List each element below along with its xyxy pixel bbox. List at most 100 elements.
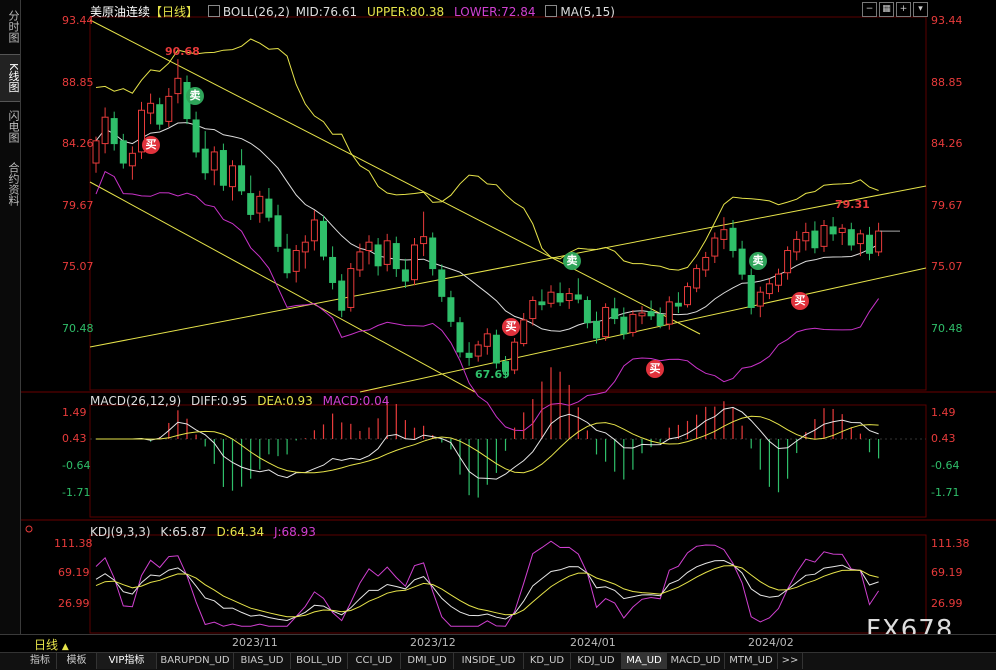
- kdj-settings-icon: [25, 525, 33, 533]
- trend-line: [89, 181, 476, 393]
- sell-signal-badge[interactable]: 卖: [563, 252, 581, 270]
- price-axis-right-5: 70.48: [931, 322, 963, 335]
- candle-body: [829, 226, 837, 235]
- candle-body: [556, 293, 564, 303]
- candle-body: [593, 320, 600, 339]
- candle-body: [274, 215, 282, 247]
- tab-inside-ud[interactable]: INSIDE_UD: [454, 653, 524, 669]
- candle-body: [802, 231, 810, 242]
- tab-dmi-ud[interactable]: DMI_UD: [401, 653, 454, 669]
- candle-body: [229, 165, 236, 188]
- add-indicator-icon[interactable]: +: [896, 2, 911, 17]
- candle-body: [329, 256, 337, 283]
- sell-signal-badge[interactable]: 卖: [749, 252, 767, 270]
- tab-cci-ud[interactable]: CCI_UD: [348, 653, 401, 669]
- boll-label: BOLL(26,2): [222, 5, 290, 19]
- kdj-axis-left-2: 26.99: [58, 597, 90, 610]
- candle-body: [392, 243, 400, 270]
- candle-body: [174, 77, 182, 95]
- candle-body: [420, 236, 428, 245]
- candle-body: [620, 316, 628, 335]
- candle-body: [502, 361, 509, 372]
- candle-body: [438, 269, 446, 297]
- price-axis-left-3: 79.67: [62, 199, 94, 212]
- kdj-d-line: [95, 565, 879, 618]
- kdj-name: KDJ(9,3,3): [90, 525, 151, 539]
- candle-body: [401, 269, 409, 282]
- tab-kdj-ud[interactable]: KDJ_UD: [571, 653, 622, 669]
- macd-axis-right-3: -1.71: [931, 486, 960, 499]
- macd-axis-right-2: -0.64: [931, 459, 960, 472]
- candle-body: [119, 140, 127, 164]
- candle-body: [875, 230, 883, 253]
- candle-body: [565, 293, 573, 302]
- tab-bias-ud[interactable]: BIAS_UD: [234, 653, 291, 669]
- macd-axis-right-0: 1.49: [931, 406, 956, 419]
- period-button[interactable]: 日线 ▲: [34, 638, 69, 652]
- macd-dea: DEA:0.93: [257, 394, 313, 408]
- candle-body: [356, 251, 364, 271]
- tab-vip-indicators[interactable]: VIP指标: [97, 653, 157, 669]
- kdj-axis-right-2: 26.99: [931, 597, 963, 610]
- sell-signal-badge[interactable]: 卖: [186, 87, 204, 105]
- kdj-panel-frame: [89, 534, 927, 634]
- tab-templates[interactable]: 模板: [57, 653, 97, 669]
- price-header: 美原油连续【日线】 BOLL(26,2) MID:76.61 UPPER:80.…: [90, 3, 621, 20]
- side-tab-kline[interactable]: K线图: [0, 54, 20, 102]
- candle-body: [429, 237, 437, 270]
- candle-body: [811, 230, 819, 249]
- ma-label: MA(5,15): [560, 5, 615, 19]
- tab-kd-ud[interactable]: KD_UD: [524, 653, 571, 669]
- candle-body: [747, 275, 755, 308]
- side-tab-flash[interactable]: 闪电图: [7, 109, 20, 143]
- price-panel-frame: [89, 16, 927, 391]
- candle-body: [283, 248, 291, 274]
- grid-icon[interactable]: ▦: [879, 2, 894, 17]
- kdj-axis-right-0: 111.38: [931, 537, 970, 550]
- candle-body: [256, 195, 264, 214]
- price-axis-left-2: 84.26: [62, 137, 94, 150]
- ma-toggle-icon[interactable]: [545, 5, 558, 17]
- candle-body: [310, 219, 318, 242]
- dropdown-icon[interactable]: ▾: [913, 2, 928, 17]
- candle-body: [756, 291, 764, 307]
- candle-body: [547, 291, 555, 304]
- buy-signal-badge[interactable]: 买: [142, 136, 160, 154]
- candle-body: [866, 234, 873, 254]
- buy-signal-badge[interactable]: 买: [646, 360, 664, 378]
- price-axis-right-4: 75.07: [931, 260, 963, 273]
- period-bar: 日线 ▲: [0, 634, 996, 653]
- candle-body: [383, 240, 391, 265]
- candle-body: [611, 308, 619, 320]
- price-axis-left-5: 70.48: [62, 322, 94, 335]
- kdj-axis-left-0: 111.38: [54, 537, 93, 550]
- side-tab-contract-info[interactable]: 合约资料: [7, 162, 20, 206]
- buy-signal-badge[interactable]: 买: [502, 318, 520, 336]
- candle-body: [775, 273, 782, 286]
- minus-icon[interactable]: −: [862, 2, 877, 17]
- candle-body: [219, 150, 227, 186]
- candle-body: [465, 352, 473, 358]
- tab-ma-ud[interactable]: MA_UD: [622, 653, 667, 669]
- high-marker-label: 90.68: [165, 45, 200, 58]
- boll-toggle-icon[interactable]: [207, 5, 220, 17]
- candle-body: [247, 193, 255, 215]
- buy-signal-badge[interactable]: 买: [791, 292, 809, 310]
- macd-diff: DIFF:0.95: [190, 394, 248, 408]
- tab-indicators[interactable]: 指标: [24, 653, 57, 669]
- tab-macd-ud[interactable]: MACD_UD: [667, 653, 725, 669]
- tab-more[interactable]: >>: [778, 653, 803, 669]
- candle-body: [492, 334, 500, 364]
- tab-mtm-ud[interactable]: MTM_UD: [725, 653, 778, 669]
- candle-body: [583, 300, 591, 324]
- price-axis-right-1: 88.85: [931, 76, 963, 89]
- candle-body: [656, 313, 664, 327]
- side-tab-timeshare[interactable]: 分时图: [7, 9, 20, 43]
- kdj-header: KDJ(9,3,3) K:65.87 D:64.34 J:68.93: [90, 525, 322, 539]
- candle-body: [647, 311, 655, 317]
- tab-boll-ud[interactable]: BOLL_UD: [291, 653, 348, 669]
- candle-body: [447, 297, 455, 322]
- boll-mid: MID:76.61: [295, 5, 358, 19]
- tab-barupdn-ud[interactable]: BARUPDN_UD: [157, 653, 234, 669]
